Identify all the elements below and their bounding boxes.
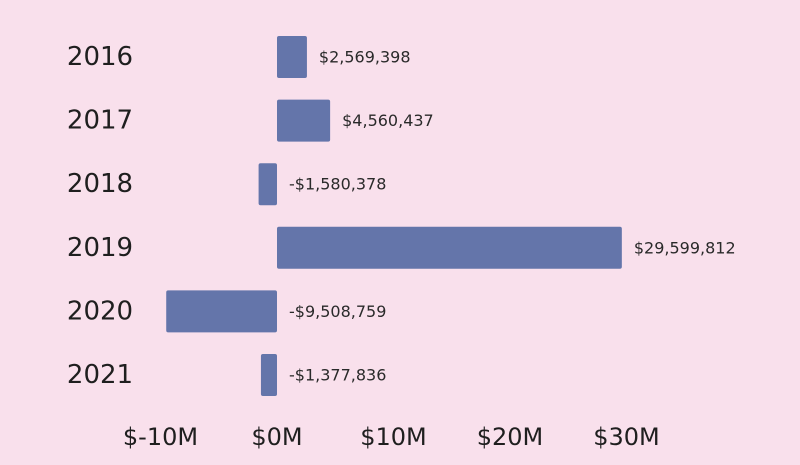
y-tick-label-2021: 2021 xyxy=(67,360,133,390)
data-label-2021: -$1,377,836 xyxy=(289,366,386,385)
x-axis-tick-labels: $-10M $0M $10M $20M $30M xyxy=(123,423,660,451)
y-tick-label-2016: 2016 xyxy=(67,42,133,72)
data-label-2020: -$9,508,759 xyxy=(289,302,386,321)
bar-2019 xyxy=(277,226,622,269)
data-label-2019: $29,599,812 xyxy=(634,238,736,257)
x-tick-label: $20M xyxy=(477,423,544,451)
x-tick-label: $-10M xyxy=(123,423,198,451)
y-tick-label-2019: 2019 xyxy=(67,233,133,263)
bar-2017 xyxy=(277,99,331,142)
y-tick-label-2020: 2020 xyxy=(67,296,133,326)
data-labels: $2,569,398 $4,560,437 -$1,580,378 $29,599,8… xyxy=(289,48,736,385)
data-label-2018: -$1,580,378 xyxy=(289,175,386,194)
bars xyxy=(166,36,622,396)
y-tick-label-2017: 2017 xyxy=(67,106,133,136)
y-axis-tick-labels: 2016 2017 2018 2019 2020 2021 xyxy=(67,42,133,390)
x-tick-label: $10M xyxy=(360,423,427,451)
y-tick-label-2018: 2018 xyxy=(67,169,133,199)
bar-2016 xyxy=(277,36,307,78)
bar-2021 xyxy=(260,354,277,396)
data-label-2017: $4,560,437 xyxy=(342,111,434,130)
bar-2018 xyxy=(258,163,277,206)
x-tick-label: $30M xyxy=(593,423,660,451)
x-tick-label: $0M xyxy=(251,423,302,451)
data-label-2016: $2,569,398 xyxy=(319,48,411,67)
bar-2020 xyxy=(166,290,277,333)
